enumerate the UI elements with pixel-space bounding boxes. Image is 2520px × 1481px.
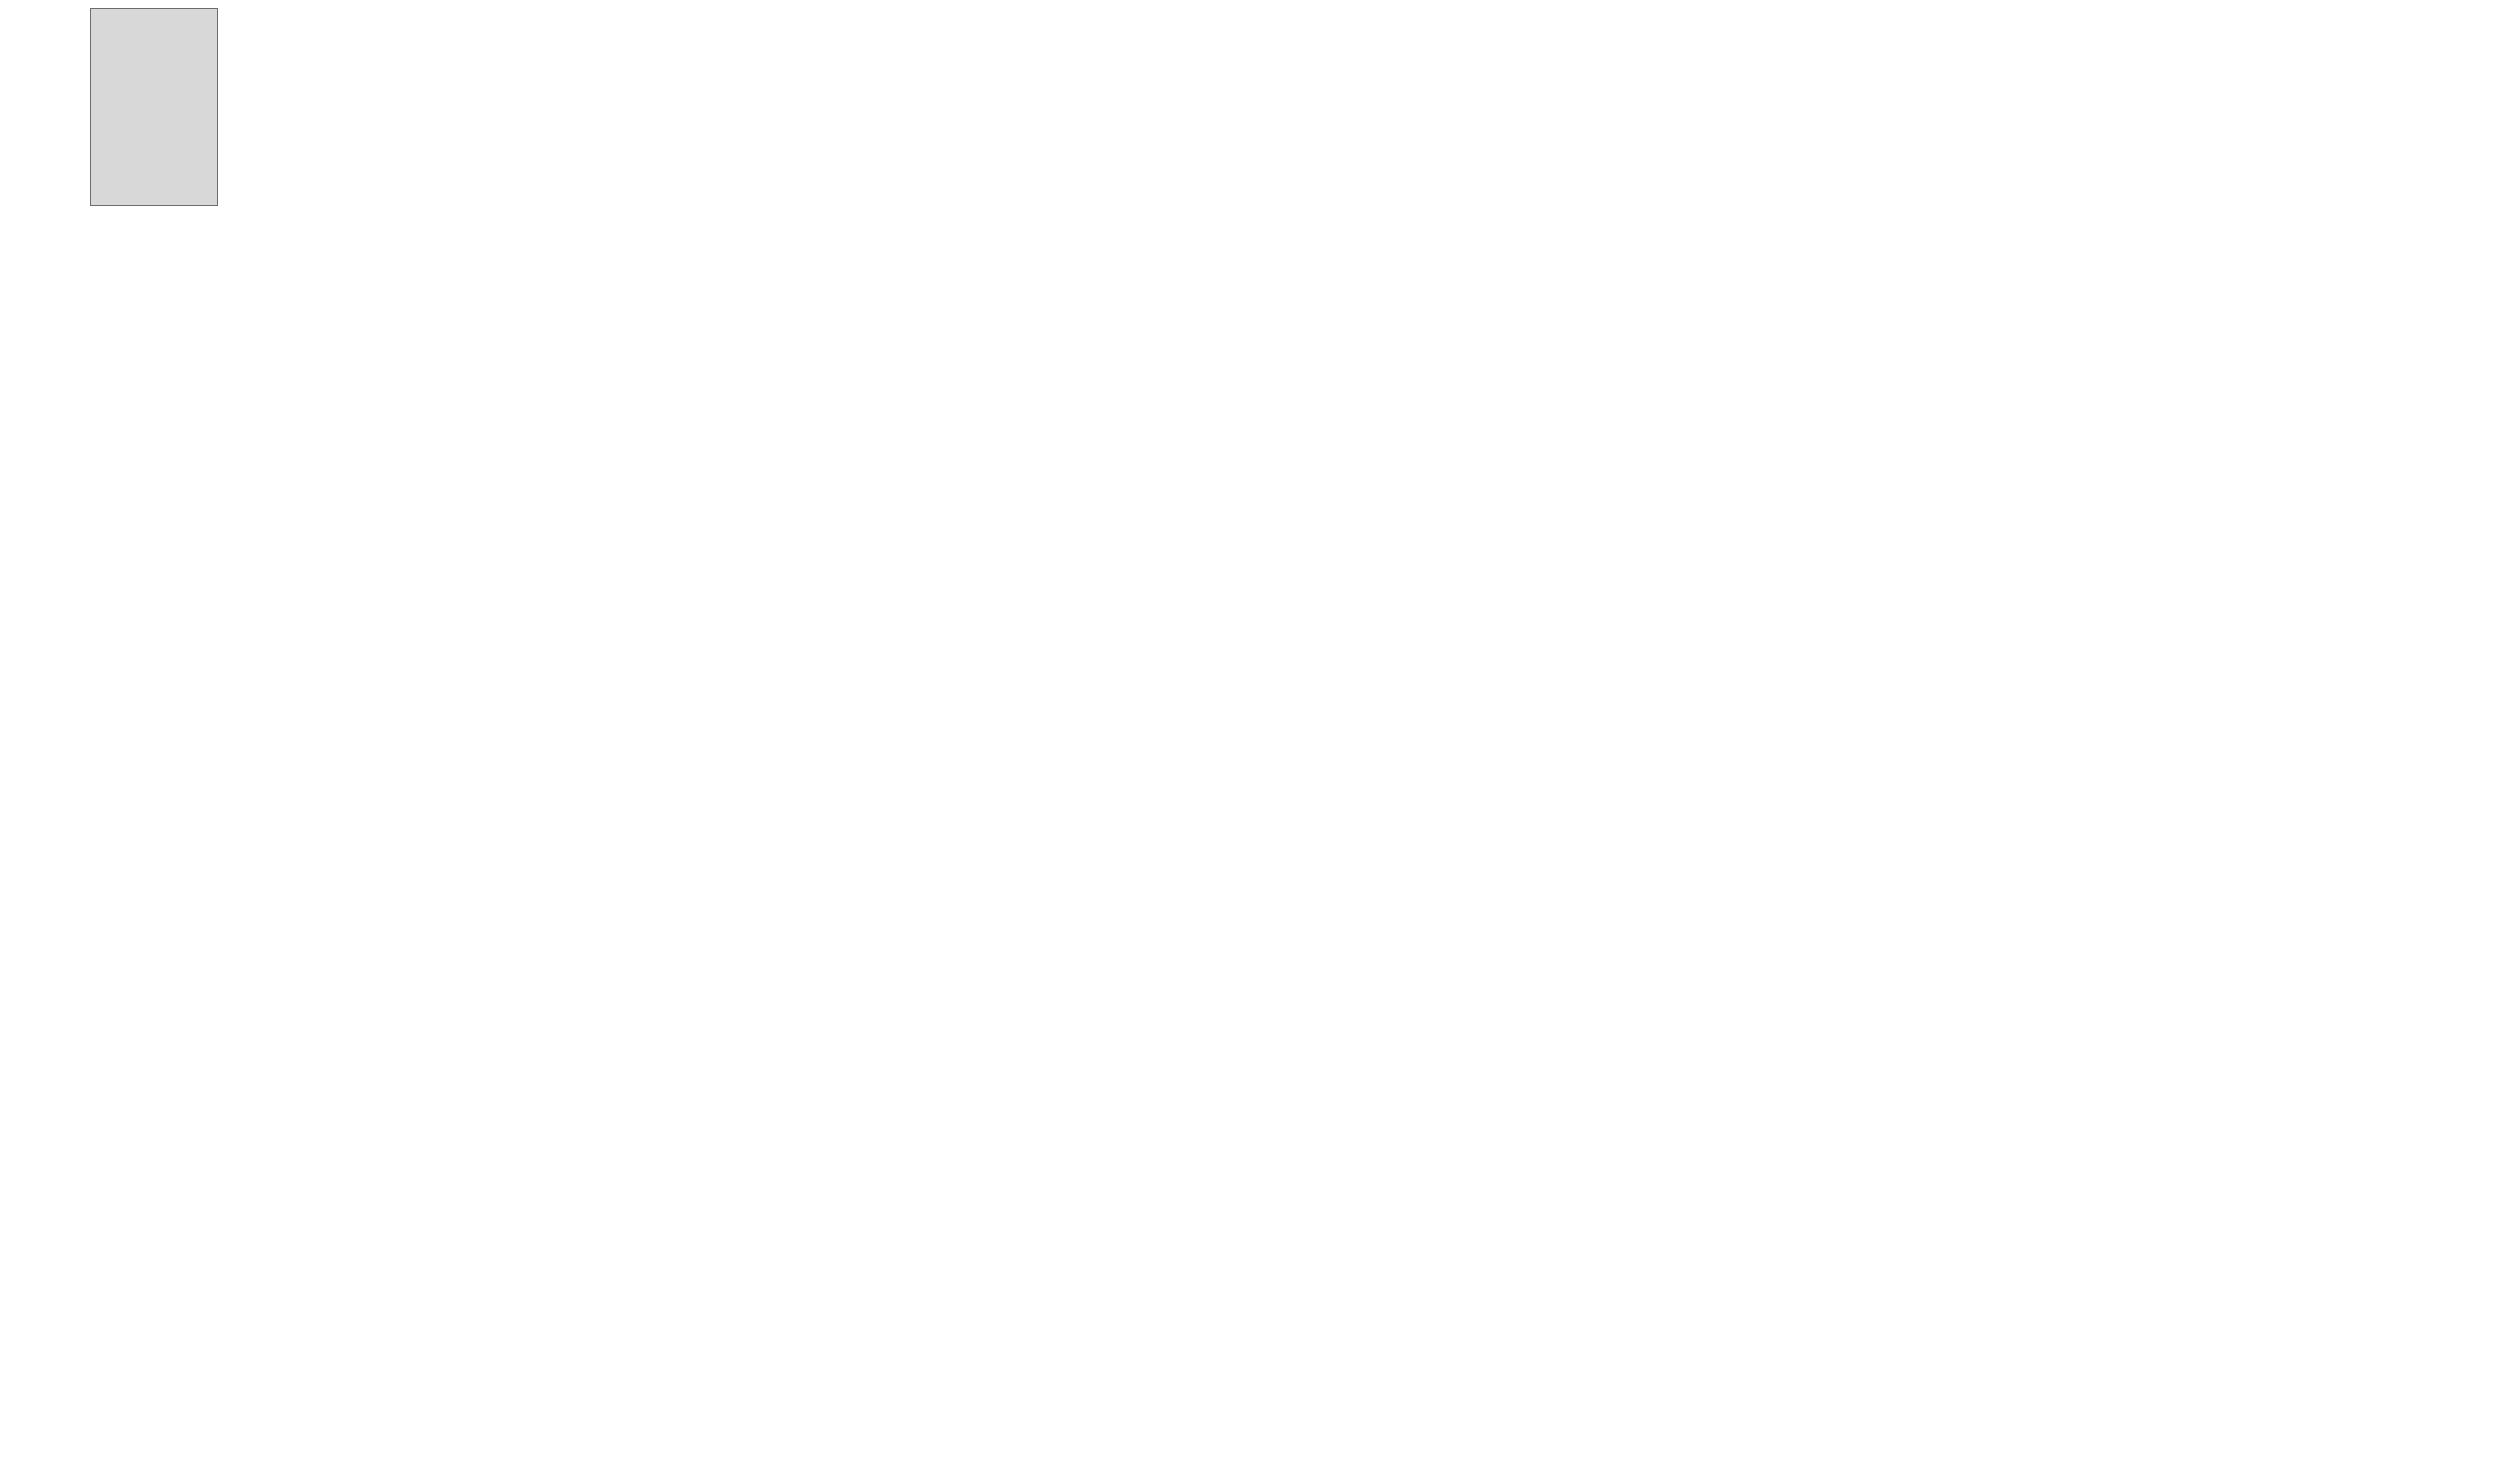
legend-panel[interactable] (90, 8, 218, 206)
